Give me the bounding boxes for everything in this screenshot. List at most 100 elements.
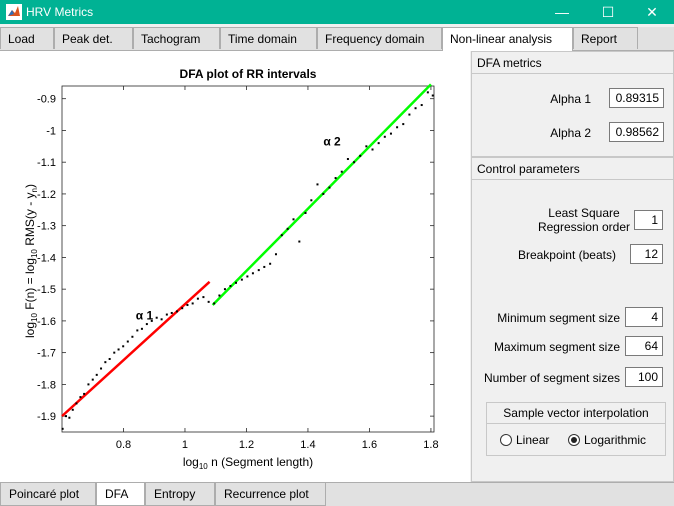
data-point (207, 300, 210, 303)
data-point (365, 145, 368, 148)
min-segment-label: Minimum segment size (497, 311, 620, 325)
linear-radio-label[interactable]: Linear (516, 433, 550, 447)
window-title: HRV Metrics (26, 5, 94, 19)
data-point (165, 313, 168, 316)
tab-recurrence-plot[interactable]: Recurrence plot (215, 483, 326, 506)
alpha2-label: Alpha 2 (550, 126, 591, 140)
minimize-button[interactable]: — (555, 4, 569, 20)
x-tick-label: 1.2 (239, 439, 254, 451)
data-point (408, 113, 411, 116)
data-point (269, 262, 272, 265)
interpolation-group: Sample vector interpolation Linear Logar… (486, 402, 666, 456)
data-point (383, 135, 386, 138)
data-point (431, 94, 434, 97)
data-point (122, 345, 125, 348)
tab-entropy[interactable]: Entropy (145, 483, 215, 506)
alpha2-field[interactable]: 0.98562 (609, 122, 664, 142)
y-tick-label: -1.7 (37, 348, 56, 360)
logarithmic-radio-label[interactable]: Logarithmic (584, 433, 647, 447)
x-axis-ticks: 0.8 1 1.2 1.4 1.6 1.8 (116, 86, 439, 451)
data-point (79, 396, 82, 399)
data-points (61, 91, 434, 430)
data-point (359, 154, 362, 157)
num-segment-sizes-label: Number of segment sizes (483, 371, 620, 385)
data-point (113, 351, 116, 354)
y-tick-label: -1.3 (37, 221, 56, 233)
data-point (108, 357, 111, 360)
data-point (229, 284, 232, 287)
tab-frequency-domain[interactable]: Frequency domain (317, 27, 442, 49)
linear-radio[interactable] (500, 434, 512, 446)
dfa-metrics-title: DFA metrics (472, 52, 673, 74)
data-point (186, 304, 189, 307)
max-segment-field[interactable]: 64 (625, 336, 663, 356)
alpha2-fit-line (211, 83, 432, 306)
interpolation-title: Sample vector interpolation (487, 403, 665, 424)
data-point (75, 402, 78, 405)
x-tick-label: 1.4 (300, 439, 315, 451)
control-parameters-panel: Control parameters Least Square Regressi… (471, 157, 674, 482)
data-point (246, 275, 249, 278)
tab-non-linear-analysis[interactable]: Non-linear analysis (442, 27, 573, 51)
data-point (304, 211, 307, 214)
tab-report[interactable]: Report (573, 27, 638, 49)
data-point (223, 288, 226, 291)
y-tick-label: -1.4 (37, 252, 56, 264)
annotation-label: α 1 (136, 308, 154, 322)
dfa-chart: DFA plot of RR intervals 0.8 1 1.2 1.4 1.6 1.… (23, 67, 439, 471)
data-point (61, 427, 64, 430)
data-point (235, 281, 238, 284)
tab-load[interactable]: Load (0, 27, 54, 49)
data-point (140, 327, 143, 330)
data-point (126, 340, 129, 343)
chart-title: DFA plot of RR intervals (180, 67, 317, 81)
data-point (155, 316, 158, 319)
y-tick-label: -1 (46, 125, 56, 137)
data-point (170, 311, 173, 314)
data-point (346, 158, 349, 161)
data-point (328, 186, 331, 189)
logarithmic-radio[interactable] (568, 434, 580, 446)
tab-tachogram[interactable]: Tachogram (133, 27, 220, 49)
data-point (71, 408, 74, 411)
data-point (136, 329, 139, 332)
breakpoint-label: Breakpoint (beats) (517, 248, 616, 262)
alpha1-label: Alpha 1 (550, 92, 591, 106)
dfa-plot-panel: DFA plot of RR intervals 0.8 1 1.2 1.4 1.6 1.… (0, 51, 470, 482)
tab-dfa[interactable]: DFA (96, 483, 145, 506)
data-point (280, 234, 283, 237)
y-axis-ticks: -0.9 -1 -1.1 -1.2 -1.3 -1.4 -1.5 -1.6 -1.7 -1.8 -1… (37, 94, 434, 423)
data-point (202, 296, 205, 299)
data-point (251, 272, 254, 275)
close-button[interactable]: ✕ (646, 4, 658, 20)
breakpoint-field[interactable]: 12 (630, 244, 663, 264)
tab-time-domain[interactable]: Time domain (220, 27, 317, 49)
data-point (87, 383, 90, 386)
data-point (191, 302, 194, 305)
title-bar: HRV Metrics — ☐ ✕ (0, 0, 674, 24)
data-point (160, 318, 163, 321)
x-tick-label: 1.8 (423, 439, 438, 451)
data-point (150, 319, 153, 322)
tab-peak-detection[interactable]: Peak det. (54, 27, 133, 49)
analysis-tab-bar: Poincaré plot DFA Entropy Recurrence plo… (0, 482, 674, 506)
data-point (396, 126, 399, 129)
data-point (104, 361, 107, 364)
data-point (353, 161, 356, 164)
data-point (389, 132, 392, 135)
data-point (131, 335, 134, 338)
fit-lines (61, 83, 432, 418)
alpha1-field[interactable]: 0.89315 (609, 88, 664, 108)
num-segment-sizes-field[interactable]: 100 (625, 367, 663, 387)
min-segment-field[interactable]: 4 (625, 307, 663, 327)
regression-order-field[interactable]: 1 (634, 210, 663, 230)
x-tick-label: 1.6 (362, 439, 377, 451)
data-point (286, 227, 289, 230)
matlab-app-icon (6, 4, 22, 20)
data-point (257, 269, 260, 272)
data-point (402, 123, 405, 126)
tab-poincare-plot[interactable]: Poincaré plot (0, 483, 96, 506)
maximize-button[interactable]: ☐ (601, 4, 615, 20)
data-point (414, 107, 417, 110)
data-point (175, 310, 178, 313)
